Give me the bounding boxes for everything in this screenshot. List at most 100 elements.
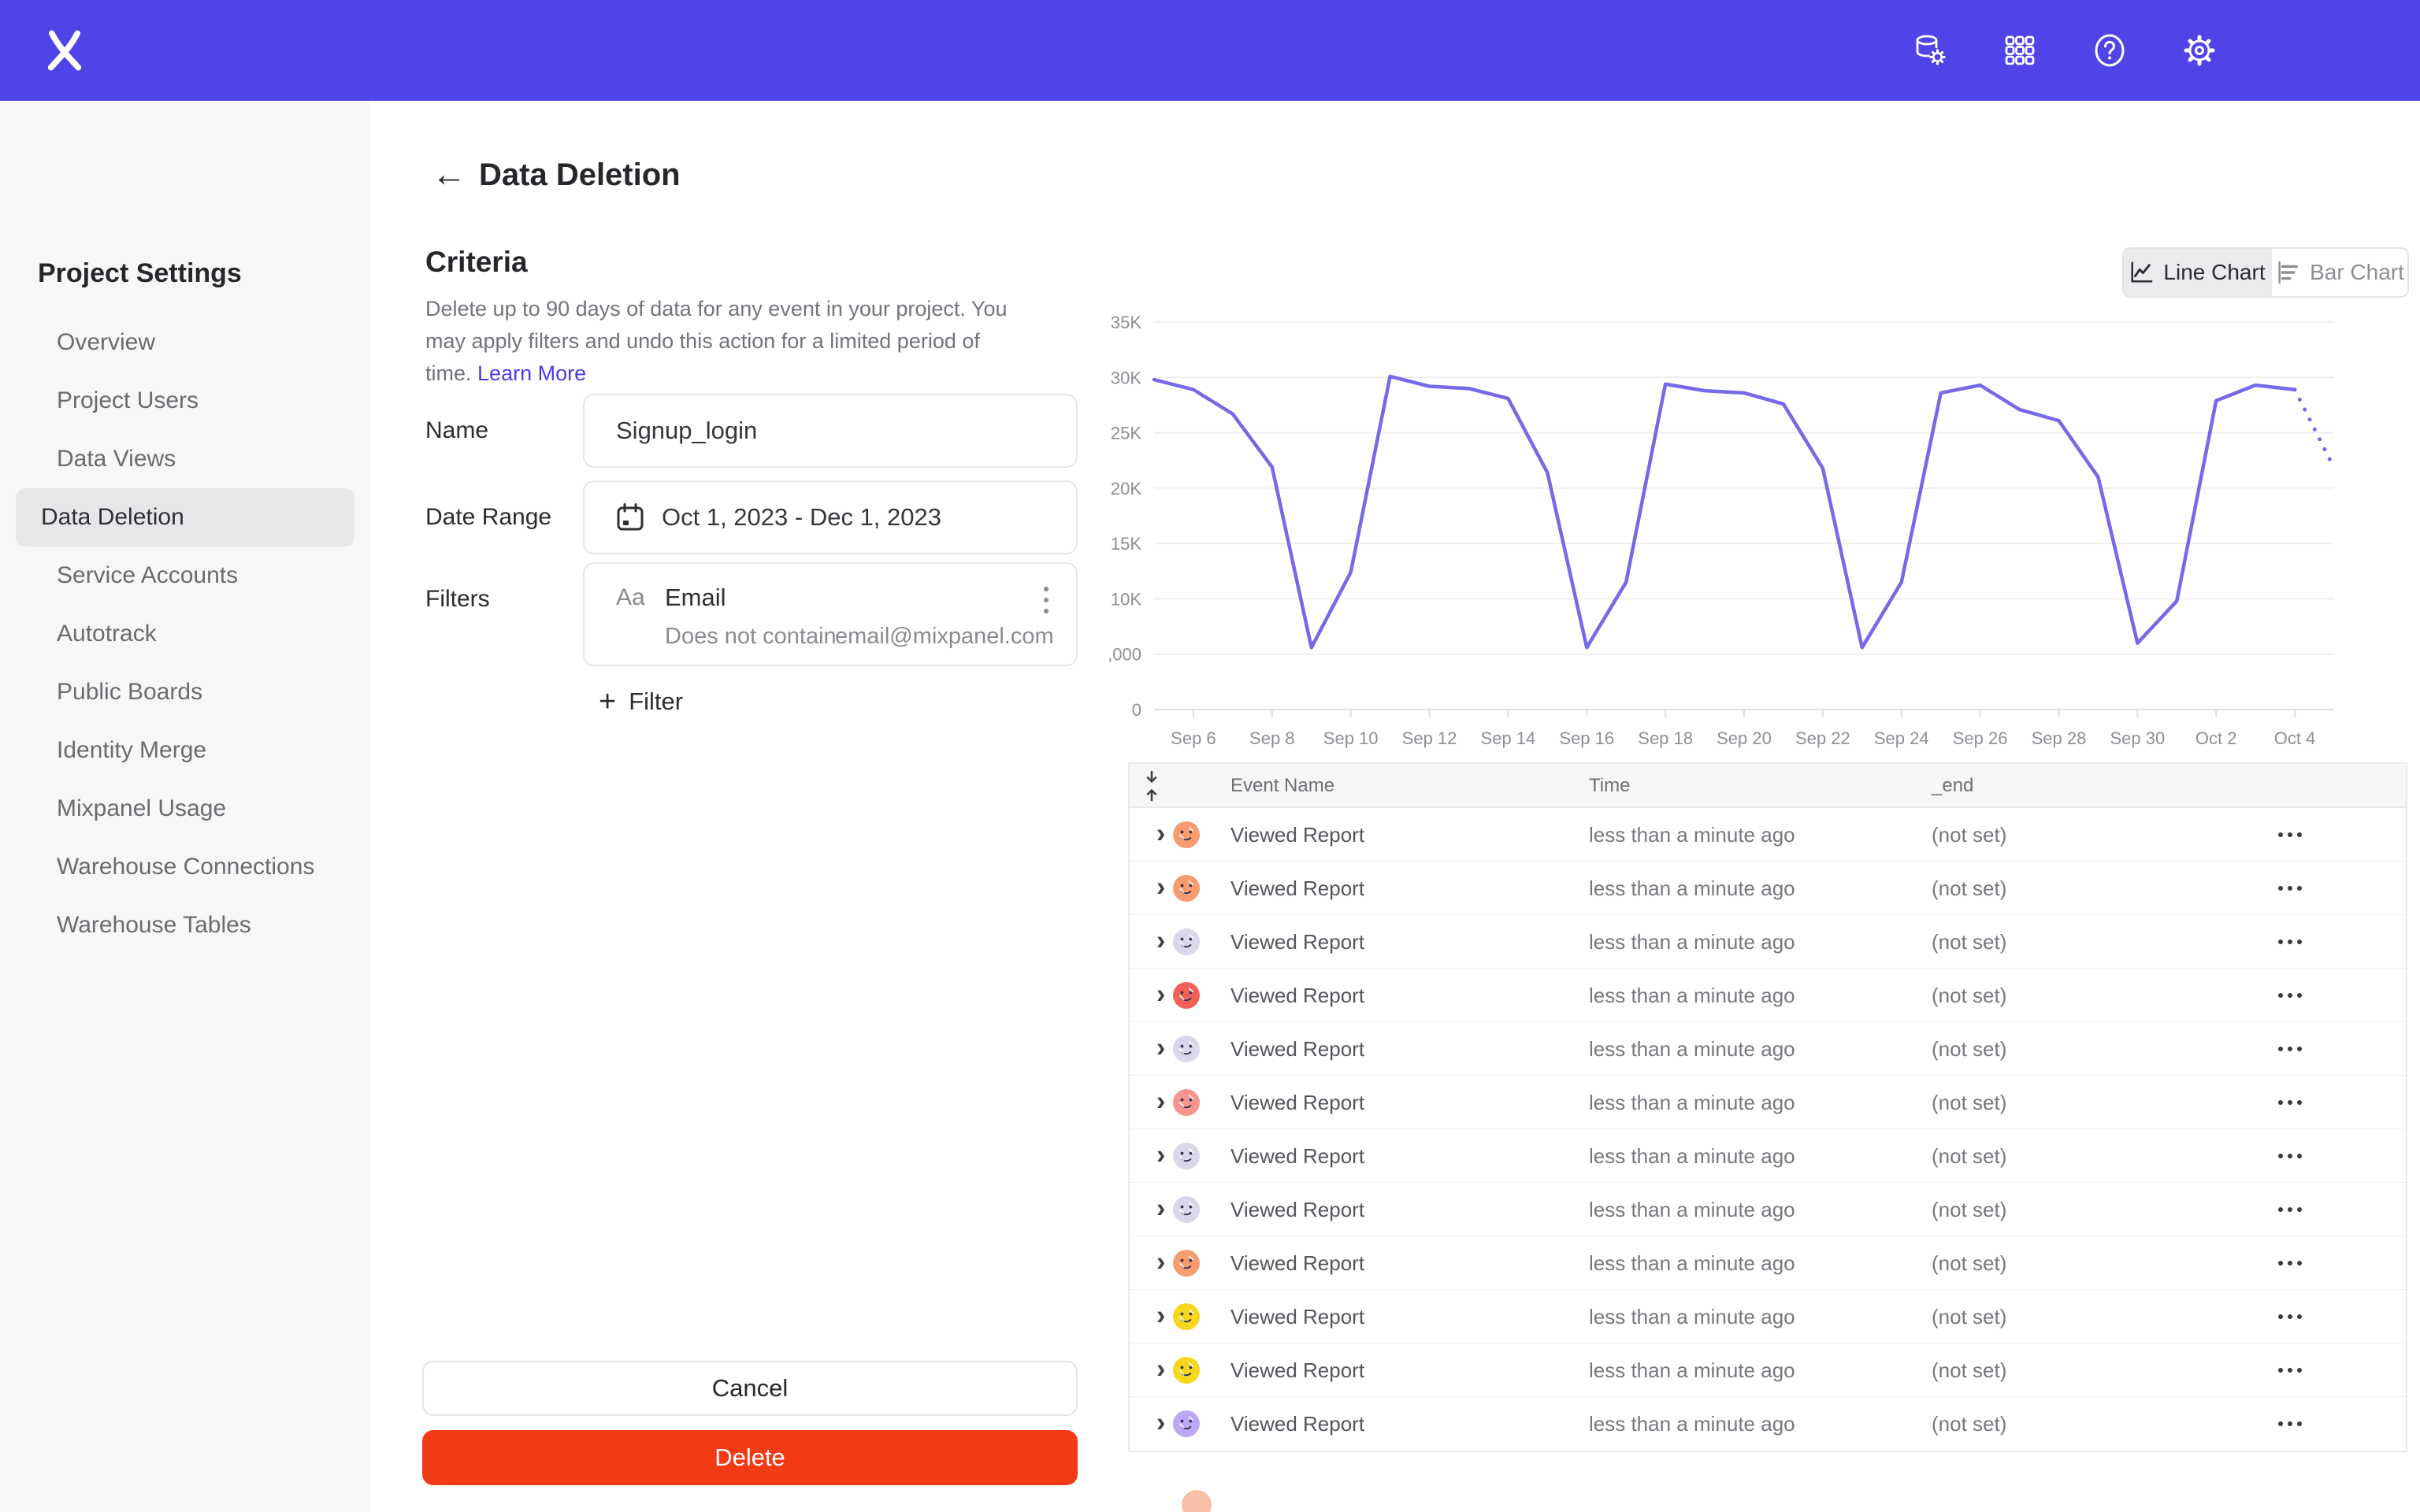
cancel-button[interactable]: Cancel [422,1361,1078,1416]
sidebar-item-service-accounts[interactable]: Service Accounts [57,562,239,588]
end-cell: (not set) [1932,876,2007,900]
row-expand-chevron[interactable]: › [1156,1032,1166,1063]
row-expand-chevron[interactable]: › [1156,1086,1166,1117]
row-menu-button[interactable] [2278,862,2325,915]
delete-button[interactable]: Delete [422,1430,1078,1485]
end-cell: (not set) [1932,1090,2007,1114]
date-range-label: Date Range [425,504,552,530]
name-input[interactable]: Signup_login [583,394,1078,468]
table-row[interactable]: › Viewed Report less than a minute ago (no… [1130,862,2406,915]
event-name-cell: Viewed Report [1230,1197,1365,1221]
table-row[interactable]: › Viewed Report less than a minute ago (no… [1130,1236,2406,1290]
row-expand-chevron[interactable]: › [1156,1247,1166,1277]
table-row[interactable]: › Viewed Report less than a minute ago (no… [1130,1183,2406,1236]
sidebar-item-autotrack[interactable]: Autotrack [57,621,157,647]
table-row[interactable]: › Viewed Report less than a minute ago (no… [1130,915,2406,969]
plus-icon: + [599,685,617,718]
row-expand-chevron[interactable]: › [1156,1407,1166,1438]
mixpanel-logo[interactable] [44,30,85,71]
user-avatar [1173,1357,1200,1384]
row-menu-button[interactable] [2278,1290,2325,1343]
line-chart-label: Line Chart [2163,260,2266,284]
sidebar-item-public-boards[interactable]: Public Boards [57,679,203,705]
end-cell: (not set) [1932,1411,2007,1436]
time-cell: less than a minute ago [1589,876,1795,900]
row-expand-chevron[interactable]: › [1156,1140,1166,1170]
svg-text:0: 0 [1132,700,1141,720]
svg-text:Sep 26: Sep 26 [1953,728,2008,748]
filter-card[interactable]: Aa Email Does not contain email@mixpanel… [583,562,1078,666]
table-row[interactable]: › Viewed Report less than a minute ago (no… [1130,1129,2406,1183]
time-cell: less than a minute ago [1589,1358,1795,1382]
date-range-input[interactable]: Oct 1, 2023 - Dec 1, 2023 [583,480,1078,554]
sidebar-item-warehouse-connections[interactable]: Warehouse Connections [57,854,315,880]
settings-gear-icon[interactable] [2181,32,2218,69]
table-row[interactable]: › Viewed Report less than a minute ago (no… [1130,808,2406,862]
row-menu-button[interactable] [2278,1076,2325,1129]
svg-text:Sep 16: Sep 16 [1559,728,1614,748]
sidebar-item-mixpanel-usage[interactable]: Mixpanel Usage [57,795,227,821]
name-value: Signup_login [616,417,758,444]
sidebar-item-data-views[interactable]: Data Views [57,446,176,472]
add-filter-button[interactable]: + Filter [599,687,683,717]
user-avatar [1173,1089,1200,1116]
user-avatar [1173,875,1200,902]
learn-more-link[interactable]: Learn More [477,361,587,385]
header-time[interactable]: Time [1589,775,1631,796]
help-icon[interactable] [2091,32,2129,69]
sidebar-item-data-deletion[interactable]: Data Deletion [16,488,354,547]
row-menu-button[interactable] [2278,1343,2325,1397]
row-menu-button[interactable] [2278,1022,2325,1076]
row-menu-button[interactable] [2278,808,2325,862]
row-menu-button[interactable] [2278,1129,2325,1183]
table-body: › Viewed Report less than a minute ago (no… [1130,808,2406,1451]
row-expand-chevron[interactable]: › [1156,1193,1166,1224]
row-menu-button[interactable] [2278,969,2325,1022]
user-avatar [1173,821,1200,848]
time-cell: less than a minute ago [1589,1036,1795,1061]
row-menu-button[interactable] [2278,1236,2325,1290]
table-row[interactable]: › Viewed Report less than a minute ago (no… [1130,1290,2406,1343]
table-row[interactable]: › Viewed Report less than a minute ago (no… [1130,1076,2406,1129]
line-chart-icon [2131,261,2153,283]
table-row[interactable]: › Viewed Report less than a minute ago (no… [1130,969,2406,1022]
header-end[interactable]: _end [1932,775,1974,796]
sidebar-items: Overview Project Users Data Views Data Dele… [0,313,370,954]
svg-text:Sep 28: Sep 28 [2032,728,2087,748]
user-avatar [1173,1036,1200,1062]
event-name-cell: Viewed Report [1230,1358,1365,1382]
table-row[interactable]: › Viewed Report less than a minute ago (no… [1130,1343,2406,1397]
row-expand-chevron[interactable]: › [1156,925,1166,956]
data-pipeline-icon[interactable] [1911,32,1949,69]
row-menu-button[interactable] [2278,915,2325,969]
event-name-cell: Viewed Report [1230,1411,1365,1436]
sidebar-item-warehouse-tables[interactable]: Warehouse Tables [57,912,251,938]
row-expand-chevron[interactable]: › [1156,1354,1166,1384]
filter-operator[interactable]: Does not contain [665,624,837,649]
table-row[interactable]: › Viewed Report less than a minute ago (no… [1130,1397,2406,1451]
row-expand-chevron[interactable]: › [1156,1300,1166,1331]
row-expand-chevron[interactable]: › [1156,979,1166,1010]
apps-grid-icon[interactable] [2001,32,2039,69]
back-arrow-button[interactable]: ← [432,155,466,194]
sidebar-item-identity-merge[interactable]: Identity Merge [57,737,207,763]
sort-rows-icon[interactable] [1141,770,1163,802]
topbar-icons [1911,0,2218,101]
row-menu-button[interactable] [2278,1183,2325,1236]
header-event-name[interactable]: Event Name [1230,775,1335,796]
sidebar-item-overview[interactable]: Overview [57,329,156,355]
sidebar-item-project-users[interactable]: Project Users [57,387,199,413]
filter-property: Email [665,584,726,611]
line-chart-toggle[interactable]: Line Chart [2124,249,2270,296]
user-avatar [1173,1196,1200,1223]
filter-value[interactable]: email@mixpanel.com [835,624,1054,649]
property-type-badge: Aa [616,584,645,610]
row-expand-chevron[interactable]: › [1156,872,1166,902]
row-menu-button[interactable] [2278,1397,2325,1451]
event-name-cell: Viewed Report [1230,929,1365,954]
filter-kebab-menu-icon[interactable] [1038,583,1054,617]
row-expand-chevron[interactable]: › [1156,818,1166,849]
bar-chart-toggle[interactable]: Bar Chart [2270,249,2407,296]
table-row[interactable]: › Viewed Report less than a minute ago (no… [1130,1022,2406,1076]
svg-text:Sep 20: Sep 20 [1717,728,1772,748]
